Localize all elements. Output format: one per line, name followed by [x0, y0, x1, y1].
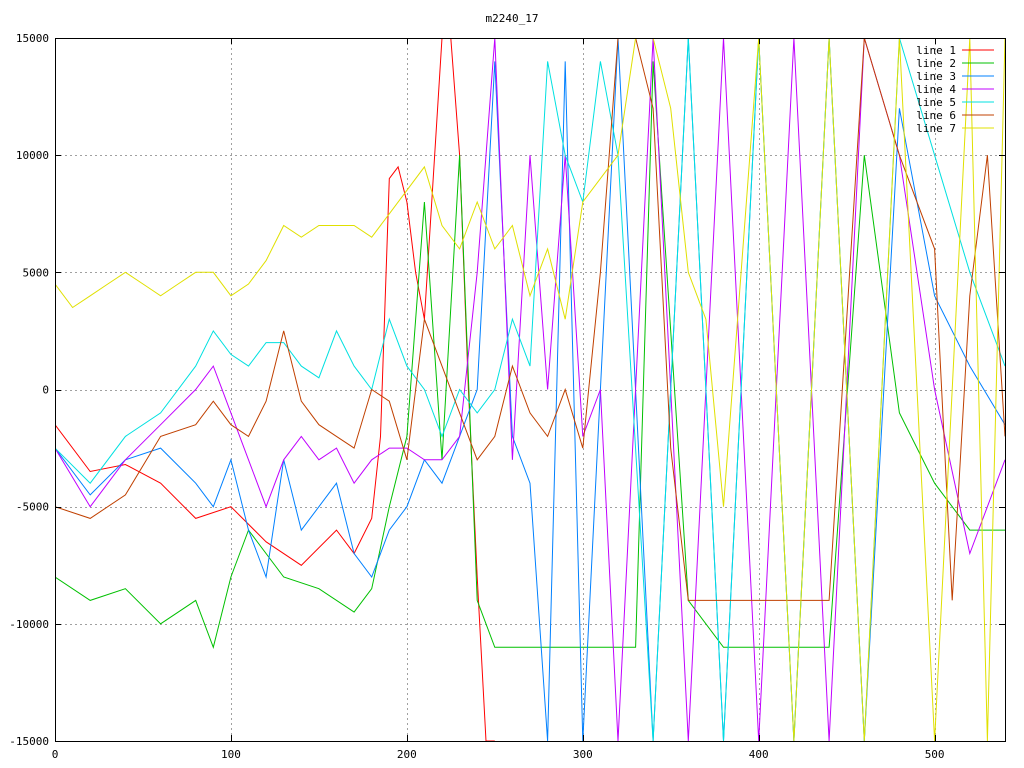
y-tick-label: -10000	[9, 618, 49, 631]
x-tick-label: 0	[52, 748, 59, 761]
axis-ticks: 0 100 200 300 400 500 -15000 -10000 -5000 0 5000 10…	[9, 32, 1005, 761]
x-tick-label: 100	[221, 748, 241, 761]
series-line-4	[55, 38, 1005, 741]
legend-label-2: line 2	[916, 57, 956, 70]
series-line-2	[55, 61, 1005, 649]
y-tick-label: 0	[42, 384, 49, 397]
x-tick-label: 200	[397, 748, 417, 761]
series-line-5	[55, 38, 1005, 741]
x-tick-label: 400	[749, 748, 769, 761]
legend-label-1: line 1	[916, 44, 956, 57]
legend-label-6: line 6	[916, 109, 956, 122]
legend-label-4: line 4	[916, 83, 956, 96]
x-tick-label: 300	[573, 748, 593, 761]
series-line-1	[55, 38, 495, 741]
chart-title: m2240_17	[486, 12, 539, 25]
legend-label-7: line 7	[916, 122, 956, 135]
y-tick-label: 15000	[16, 32, 49, 45]
legend-label-5: line 5	[916, 96, 956, 109]
series-line-7	[55, 38, 1005, 741]
y-tick-label: 5000	[23, 266, 50, 279]
y-tick-label: 10000	[16, 149, 49, 162]
legend-label-3: line 3	[916, 70, 956, 83]
y-tick-label: -5000	[16, 501, 49, 514]
x-tick-label: 500	[925, 748, 945, 761]
series-line-6	[55, 38, 1005, 601]
series-line-3	[55, 38, 1005, 741]
grid	[55, 38, 1005, 741]
y-tick-label: -15000	[9, 735, 49, 748]
series-group	[55, 38, 1005, 741]
